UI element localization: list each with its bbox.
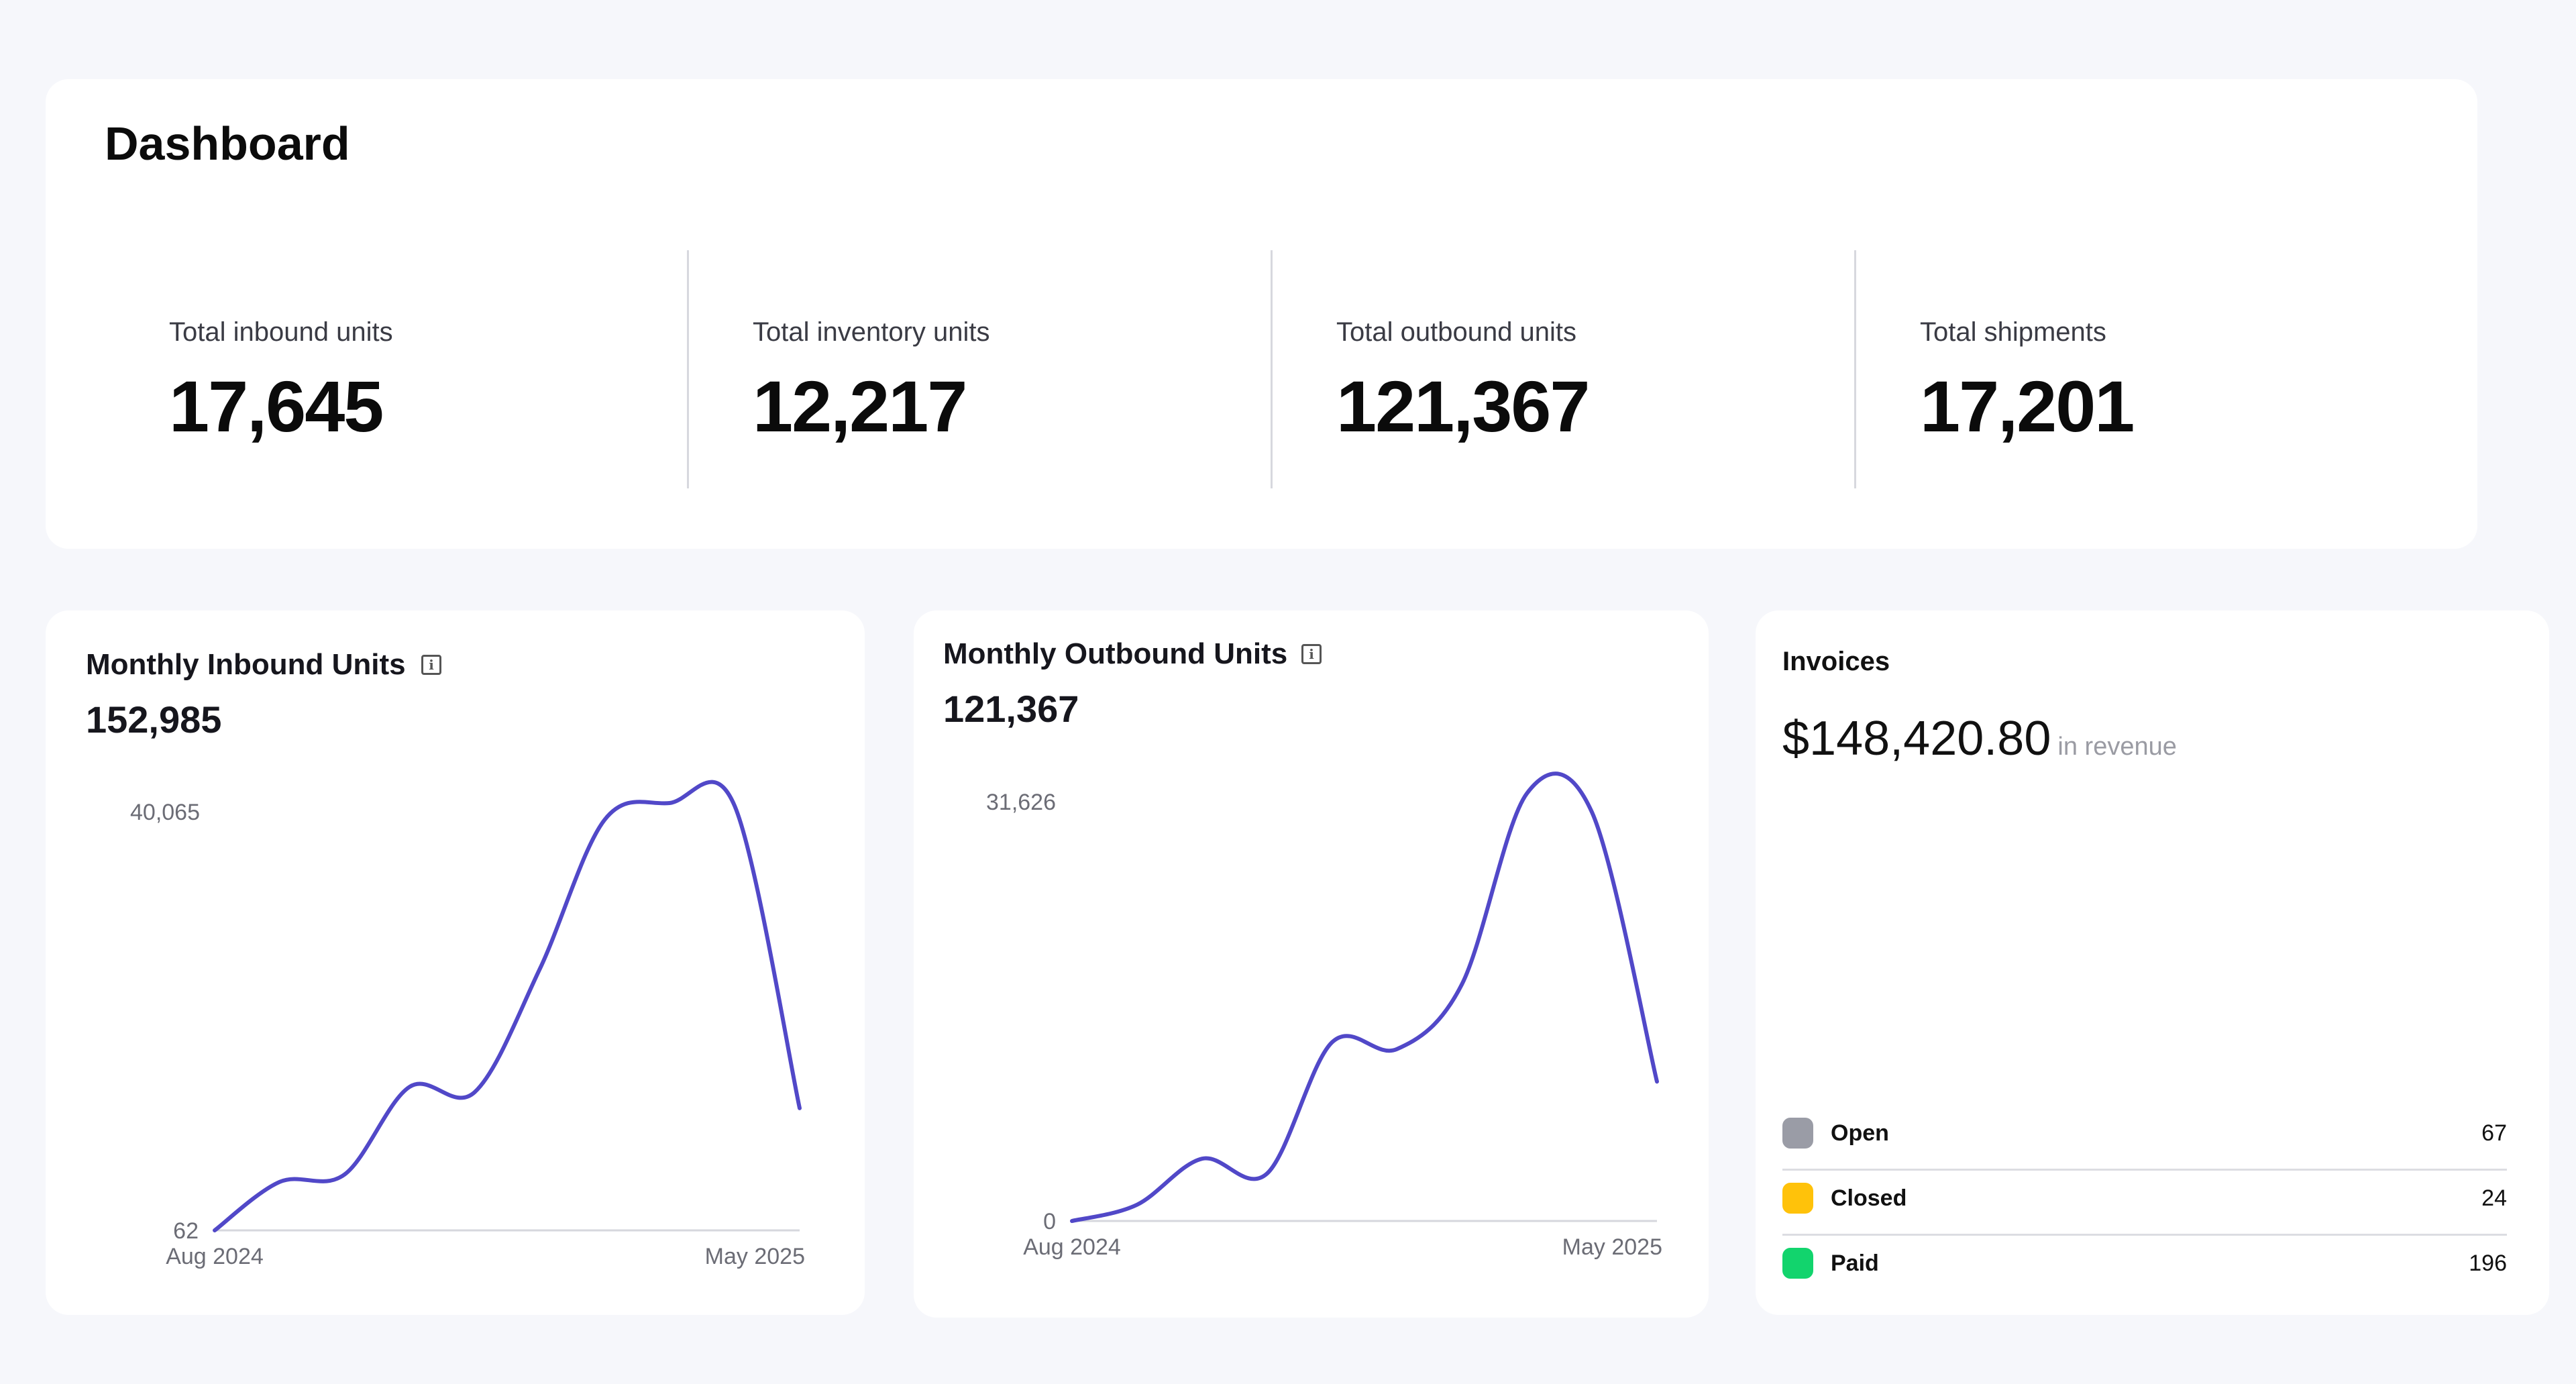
status-dot <box>1782 1248 1813 1279</box>
data-point-9 <box>1656 1081 1658 1082</box>
data-point-1 <box>1136 1204 1138 1206</box>
summary-card: Dashboard Total inbound units 17,645 Tot… <box>46 79 2477 549</box>
info-icon[interactable]: i <box>1301 644 1322 664</box>
page-title: Dashboard <box>105 117 350 170</box>
outbound-chart-title: Monthly Outbound Units <box>943 637 1288 670</box>
stat-divider <box>1854 250 1856 488</box>
data-point-4 <box>474 1092 476 1093</box>
x-tick-start: Aug 2024 <box>1023 1234 1121 1260</box>
invoices-title: Invoices <box>1782 647 1890 676</box>
status-dot <box>1782 1183 1813 1214</box>
stat-label: Total shipments <box>1920 317 2106 347</box>
info-icon[interactable]: i <box>421 655 441 675</box>
data-point-5 <box>539 969 540 970</box>
legend-count: 67 <box>2481 1120 2507 1146</box>
stat-label: Total inventory units <box>753 317 990 347</box>
legend-row-open[interactable]: Open 67 <box>1782 1106 2507 1171</box>
legend-row-paid[interactable]: Paid 196 <box>1782 1236 2507 1301</box>
series-line <box>1070 771 1659 1223</box>
data-point-0 <box>1071 1220 1073 1222</box>
data-point-7 <box>1526 793 1527 794</box>
data-point-6 <box>1461 983 1462 985</box>
legend-count: 24 <box>2481 1185 2507 1211</box>
stat-total-shipments: Total shipments 17,201 <box>1920 250 2423 488</box>
data-point-4 <box>1332 1042 1333 1043</box>
stat-total-inbound: Total inbound units 17,645 <box>169 250 672 488</box>
stat-value: 121,367 <box>1336 366 1590 447</box>
data-point-3 <box>409 1086 411 1087</box>
stat-divider <box>687 250 689 488</box>
revenue-suffix: in revenue <box>2057 733 2177 761</box>
data-point-2 <box>1201 1158 1203 1159</box>
data-point-7 <box>669 802 670 804</box>
x-tick-start: Aug 2024 <box>166 1244 264 1269</box>
legend-label: Paid <box>1831 1250 1879 1276</box>
data-point-9 <box>799 1108 800 1109</box>
data-point-5 <box>1396 1049 1397 1050</box>
divider <box>1782 1234 2507 1236</box>
data-point-3 <box>1267 1173 1268 1174</box>
x-tick-end: May 2025 <box>1562 1234 1662 1260</box>
outbound-chart-card: Monthly Outbound Units i 121,367 31,626 0… <box>914 610 1709 1318</box>
inbound-chart-total: 152,985 <box>86 698 222 741</box>
data-point-1 <box>279 1181 280 1183</box>
data-point-6 <box>604 819 605 820</box>
inbound-chart-title: Monthly Inbound Units <box>86 648 406 681</box>
stat-label: Total inbound units <box>169 317 393 347</box>
legend-count: 196 <box>2469 1250 2507 1276</box>
data-point-8 <box>1591 812 1593 813</box>
stat-value: 12,217 <box>753 366 967 447</box>
stat-value: 17,645 <box>169 366 384 447</box>
revenue-row: $148,420.80 in revenue <box>1782 711 2177 766</box>
y-tick-max: 31,626 <box>986 790 1056 815</box>
legend-label: Open <box>1831 1120 1889 1146</box>
outbound-chart-total: 121,367 <box>943 688 1079 730</box>
legend-label: Closed <box>1831 1185 1907 1211</box>
data-point-8 <box>734 805 735 806</box>
data-point-0 <box>214 1230 215 1231</box>
series-line <box>213 780 802 1232</box>
stat-total-outbound: Total outbound units 121,367 <box>1336 250 1839 488</box>
stat-total-inventory: Total inventory units 12,217 <box>753 250 1256 488</box>
divider <box>1782 1169 2507 1171</box>
x-tick-end: May 2025 <box>705 1244 805 1269</box>
revenue-amount: $148,420.80 <box>1782 712 2051 765</box>
status-dot <box>1782 1118 1813 1149</box>
y-tick-min: 0 <box>1043 1209 1056 1234</box>
invoices-card: Invoices $148,420.80 in revenue Open 67 C… <box>1756 610 2549 1315</box>
y-tick-min: 62 <box>173 1218 199 1244</box>
inbound-chart-card: Monthly Inbound Units i 152,985 40,065 62… <box>46 610 865 1315</box>
stat-label: Total outbound units <box>1336 317 1577 347</box>
stat-divider <box>1271 250 1273 488</box>
stat-value: 17,201 <box>1920 366 2135 447</box>
legend-row-closed[interactable]: Closed 24 <box>1782 1171 2507 1236</box>
y-tick-max: 40,065 <box>130 800 200 825</box>
data-point-2 <box>344 1174 345 1175</box>
